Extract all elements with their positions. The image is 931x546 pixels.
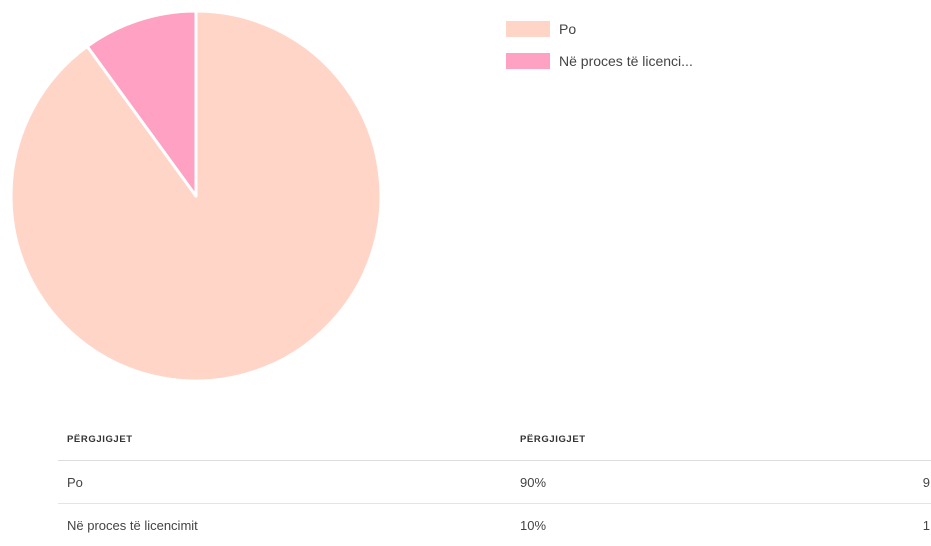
row-percent: 10% xyxy=(511,504,850,546)
legend-item-ne-proces[interactable]: Në proces të licenci... xyxy=(506,52,693,69)
column-header-count xyxy=(850,418,931,461)
legend-label-ne-proces: Në proces të licenci... xyxy=(559,53,693,69)
legend-swatch-po xyxy=(506,21,550,37)
row-count: 1 xyxy=(850,504,931,546)
table-row: Në proces të licencimit 10% 1 xyxy=(58,504,931,546)
row-percent: 90% xyxy=(511,461,850,504)
legend-swatch-ne-proces xyxy=(506,53,550,69)
legend-label-po: Po xyxy=(559,21,576,37)
row-label: Po xyxy=(58,461,511,504)
legend-item-po[interactable]: Po xyxy=(506,20,693,37)
table-header-row: PËRGJIGJET PËRGJIGJET xyxy=(58,418,931,461)
pie-chart xyxy=(0,0,400,400)
row-count: 9 xyxy=(850,461,931,504)
results-table: PËRGJIGJET PËRGJIGJET Po 90% 9 Në proces… xyxy=(58,418,931,546)
table-row: Po 90% 9 xyxy=(58,461,931,504)
chart-legend: Po Në proces të licenci... xyxy=(506,20,693,84)
column-header-answers: PËRGJIGJET xyxy=(58,418,511,461)
column-header-answers-percent: PËRGJIGJET xyxy=(511,418,850,461)
row-label: Në proces të licencimit xyxy=(58,504,511,546)
